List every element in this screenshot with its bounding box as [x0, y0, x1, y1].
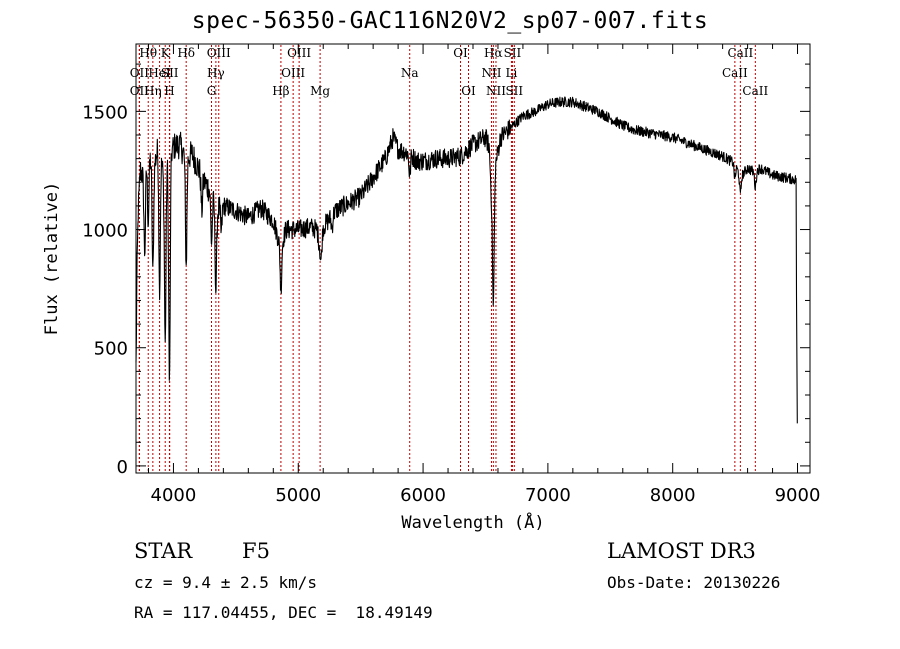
y-axis-label: Flux (relative): [42, 182, 62, 336]
line-label: CaII: [742, 84, 768, 98]
line-label: NII: [486, 84, 506, 98]
line-label: OII: [130, 84, 150, 98]
plot-frame: [135, 43, 811, 474]
redshift-text: cz = 9.4 ± 2.5 km/s: [134, 573, 318, 592]
line-label: NII: [481, 66, 501, 80]
line-label: HeI: [148, 66, 171, 80]
chart-title: spec-56350-GAC116N20V2_sp07-007.fits: [191, 8, 709, 34]
line-label: Mg: [310, 84, 330, 98]
y-tick-label: 1000: [82, 221, 128, 242]
x-tick-label: 6000: [400, 485, 446, 506]
line-label: K: [161, 46, 171, 60]
y-tick-label: 500: [94, 339, 128, 360]
line-label: Hη: [144, 84, 162, 98]
line-label: CaII: [727, 46, 753, 60]
spectrum-line: [135, 96, 798, 424]
x-tick-label: 5000: [275, 485, 321, 506]
x-tick-label: 8000: [650, 485, 696, 506]
line-label: OII: [130, 66, 150, 80]
y-tick-label: 1500: [82, 102, 128, 123]
x-tick-label: 7000: [525, 485, 571, 506]
x-axis-label: Wavelength (Å): [401, 511, 544, 533]
line-label: Hγ: [207, 66, 225, 80]
survey-name: LAMOST DR3: [607, 539, 756, 563]
line-label: Hβ: [272, 84, 289, 98]
line-label: Hδ: [177, 46, 195, 60]
line-label: SII: [504, 46, 522, 60]
object-class: STAR: [134, 539, 193, 563]
x-tick-label: 4000: [151, 485, 197, 506]
axis-ticks-layer: 4000 5000 6000 7000 8000 9000 0 500 1000 1500: [82, 44, 820, 506]
line-label: Li: [506, 66, 518, 80]
line-label: OIII: [207, 46, 231, 60]
line-label: Hα: [484, 46, 503, 60]
line-label: OIII: [287, 46, 311, 60]
spectrum-layer: [135, 96, 798, 424]
line-label: G: [207, 84, 217, 98]
line-label: OI: [453, 46, 468, 60]
line-label: OI: [461, 84, 476, 98]
line-markers-layer: [138, 45, 756, 472]
line-label: SII: [161, 66, 179, 80]
x-tick-label: 9000: [775, 485, 821, 506]
line-label: OIII: [281, 66, 305, 80]
line-label: SII: [505, 84, 523, 98]
obs-date-text: Obs-Date: 20130226: [607, 573, 781, 592]
line-label: CaII: [722, 66, 748, 80]
line-label: H: [164, 84, 174, 98]
coords-text: RA = 117.04455, DEC = 18.49149: [134, 603, 433, 622]
line-label: Na: [401, 66, 419, 80]
object-subclass: F5: [242, 539, 270, 563]
line-label: Hθ: [139, 46, 157, 60]
y-tick-label: 0: [117, 457, 128, 478]
